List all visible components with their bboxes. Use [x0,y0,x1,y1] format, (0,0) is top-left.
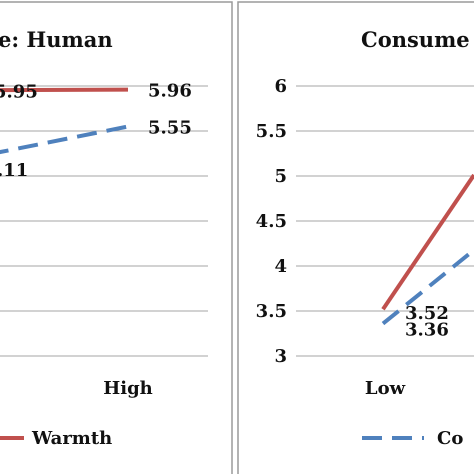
right-value-labels: 3.523.36 [405,303,449,340]
right-y-tick-label: 3.5 [256,301,287,322]
right-series-solid-line [381,173,474,311]
legend-label-warmth: Warmth [31,428,112,449]
left-gridlines [0,85,208,357]
left-panel: e: Human 5.95 5.96 .11 5.55 High Warmth [0,1,233,474]
left-panel-border [0,1,233,474]
left-chart-title: e: Human [0,27,113,52]
right-y-tick-label: 4.5 [256,211,287,232]
right-chart-title: Consume [361,27,470,52]
right-legend: Co [362,428,463,449]
right-y-tick-label: 5.5 [256,121,287,142]
right-panel: Consume 6 5.5 5 4.5 4 3.5 3 3.523.36 Low Co [237,1,474,474]
right-panel-border [237,1,474,474]
right-y-tick-label: 3 [274,346,287,367]
right-value-label: 3.52 [405,303,449,324]
left-x-tick-high: High [103,378,153,399]
right-series-dashed-line [381,248,474,326]
left-series-warmth-line [0,87,129,93]
right-y-axis-ticks: 6 5.5 5 4.5 4 3.5 3 [256,76,287,367]
left-value-label: 5.95 [0,82,38,103]
left-series [0,87,129,155]
right-x-tick-low: Low [365,378,406,399]
left-value-label: .11 [0,160,28,181]
right-value-label: 3.36 [405,320,449,341]
left-legend: Warmth [0,428,112,449]
right-y-tick-label: 5 [274,166,287,187]
left-value-labels: 5.95 5.96 .11 5.55 [0,81,192,182]
right-y-tick-label: 6 [274,76,287,97]
left-series-dashed-line [0,124,129,155]
left-value-label: 5.55 [148,118,192,139]
left-value-label: 5.96 [148,81,192,102]
right-series [381,173,474,326]
right-y-tick-label: 4 [274,256,287,277]
legend-label-co: Co [437,428,463,449]
